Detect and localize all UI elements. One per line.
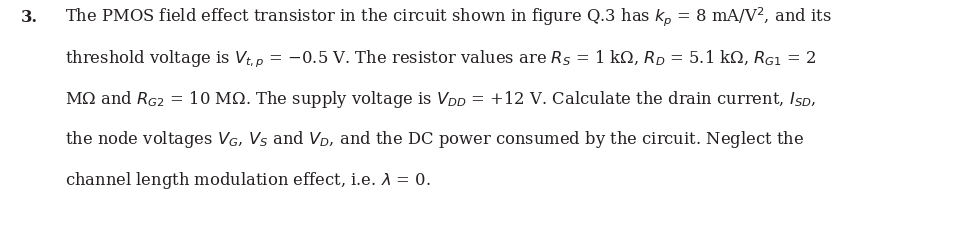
Text: threshold voltage is $V_{t,p}$ = −0.5 V. The resistor values are $R_S$ = 1 kΩ, $: threshold voltage is $V_{t,p}$ = −0.5 V.… [65, 48, 816, 70]
Text: channel length modulation effect, i.e. $\lambda$ = 0.: channel length modulation effect, i.e. $… [65, 170, 431, 191]
Text: the node voltages $V_G$, $V_S$ and $V_D$, and the DC power consumed by the circu: the node voltages $V_G$, $V_S$ and $V_D$… [65, 129, 804, 150]
Text: 3.: 3. [21, 9, 38, 26]
Text: The PMOS field effect transistor in the circuit shown in figure Q.3 has $k_p$ = : The PMOS field effect transistor in the … [65, 6, 832, 29]
Text: MΩ and $R_{G2}$ = 10 MΩ. The supply voltage is $V_{DD}$ = +12 V. Calculate the d: MΩ and $R_{G2}$ = 10 MΩ. The supply volt… [65, 89, 816, 110]
